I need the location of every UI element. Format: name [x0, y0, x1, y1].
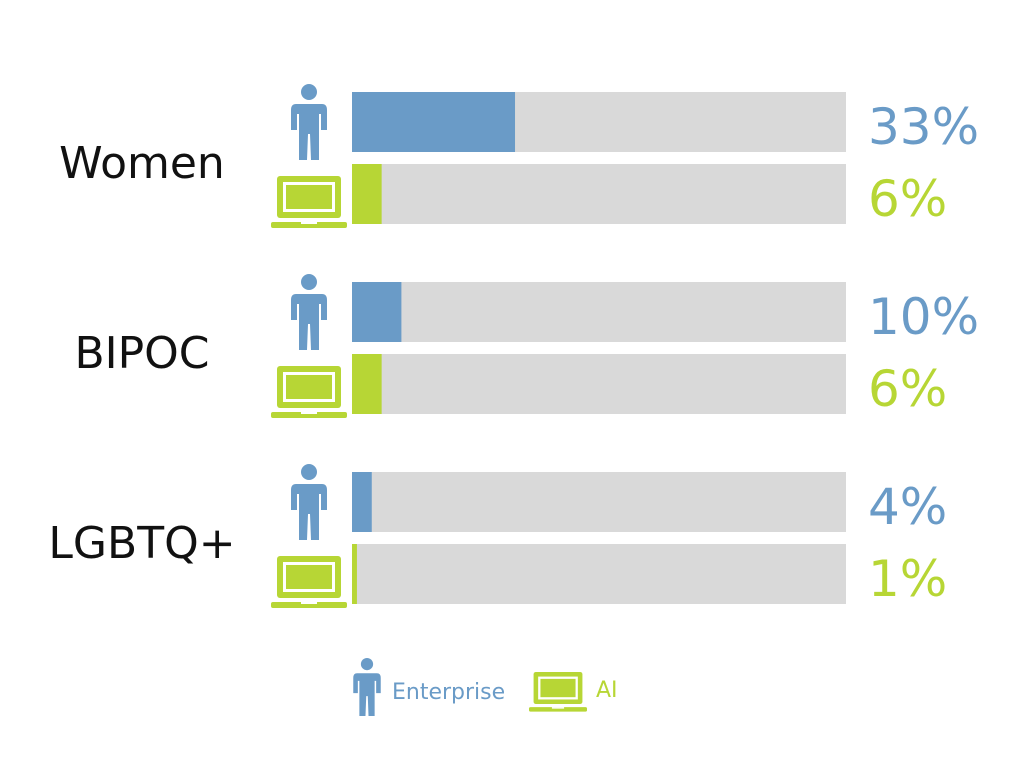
bar-track — [352, 472, 846, 532]
bar-ai — [352, 164, 382, 224]
laptop-icon — [529, 672, 587, 712]
bar-track — [352, 282, 846, 342]
category-label: Women — [59, 138, 225, 189]
person-icon — [291, 464, 327, 540]
data-label: 6% — [868, 360, 947, 418]
legend-label-ai: AI — [596, 678, 618, 703]
category-label: LGBTQ+ — [48, 518, 235, 569]
category-label: BIPOC — [74, 328, 209, 379]
legend-label-enterprise: Enterprise — [392, 680, 505, 705]
data-label: 4% — [868, 478, 947, 536]
bar-enterprise — [352, 92, 516, 152]
laptop-icon — [271, 176, 347, 228]
bar-track — [352, 354, 846, 414]
bar-track — [352, 164, 846, 224]
laptop-icon — [271, 366, 347, 418]
data-label: 33% — [868, 98, 979, 156]
bar-ai — [352, 544, 357, 604]
legend: Enterprise AI — [353, 658, 618, 716]
bar-ai — [352, 354, 382, 414]
data-label: 6% — [868, 170, 947, 228]
person-icon — [353, 658, 381, 716]
data-label: 1% — [868, 550, 947, 608]
data-label: 10% — [868, 288, 979, 346]
person-icon — [291, 274, 327, 350]
bar-enterprise — [352, 472, 372, 532]
bar-track — [352, 544, 846, 604]
bar-enterprise — [352, 282, 402, 342]
laptop-icon — [271, 556, 347, 608]
person-icon — [291, 84, 327, 160]
